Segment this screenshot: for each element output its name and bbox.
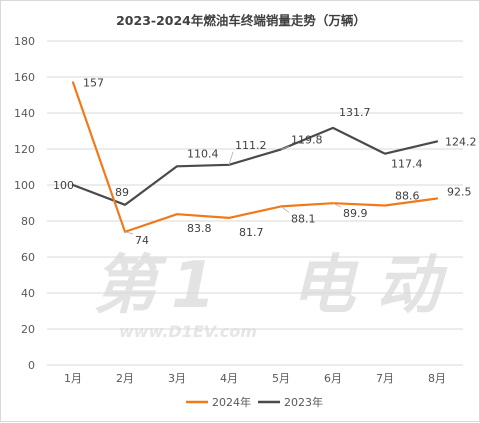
data-label-leader — [332, 202, 342, 208]
x-tick-label: 4月 — [220, 372, 238, 385]
watermark-glyph: 动 — [376, 249, 448, 323]
y-tick-label: 140 — [14, 107, 35, 120]
watermark-url: www.D1EV.com — [119, 322, 257, 341]
legend: 2024年 2023年 — [186, 395, 323, 409]
data-label-leader — [280, 145, 290, 150]
watermark: 第 1 电动 www.D1EV.com — [93, 249, 448, 341]
data-label: 111.2 — [235, 139, 267, 152]
y-axis: 0 20 40 60 80 100 120 140 160 180 — [14, 35, 35, 372]
y-tick-label: 40 — [21, 287, 35, 300]
series-line-2023 — [71, 126, 439, 206]
series-lines — [71, 81, 439, 233]
watermark-glyph: 1 — [171, 249, 216, 323]
data-label: 124.2 — [445, 135, 477, 148]
data-label: 74 — [135, 234, 149, 247]
x-tick-label: 1月 — [64, 372, 82, 385]
grid-lines — [47, 40, 463, 366]
data-label: 88.1 — [291, 212, 316, 225]
x-tick-label: 6月 — [324, 372, 342, 385]
x-tick-label: 8月 — [428, 372, 446, 385]
data-label: 89 — [115, 186, 129, 199]
y-tick-label: 100 — [14, 179, 35, 192]
y-tick-label: 60 — [21, 251, 35, 264]
data-label: 110.4 — [187, 147, 219, 160]
legend-label: 2024年 — [212, 395, 251, 409]
x-tick-label: 7月 — [376, 372, 394, 385]
data-label-leader — [228, 151, 234, 165]
y-tick-label: 120 — [14, 143, 35, 156]
data-label-leader — [280, 206, 290, 213]
x-tick-label: 5月 — [272, 372, 290, 385]
data-label: 100 — [53, 179, 74, 192]
watermark-glyph: 电 — [291, 249, 359, 323]
x-tick-label: 2月 — [116, 372, 134, 385]
y-tick-label: 180 — [14, 35, 35, 48]
y-tick-label: 0 — [28, 359, 35, 372]
data-label: 117.4 — [391, 158, 423, 171]
y-tick-label: 20 — [21, 323, 35, 336]
data-label: 157 — [83, 76, 104, 89]
data-label: 92.5 — [447, 186, 472, 199]
x-axis: 1月 2月 3月 4月 5月 6月 7月 8月 — [64, 372, 446, 385]
data-label-leader — [124, 231, 134, 235]
x-tick-label: 3月 — [168, 372, 186, 385]
data-label: 81.7 — [239, 226, 264, 239]
data-label: 88.6 — [395, 190, 420, 203]
series-line-2024 — [71, 81, 439, 233]
data-label: 131.7 — [339, 106, 371, 119]
legend-label: 2023年 — [284, 395, 323, 409]
data-label: 89.9 — [343, 207, 368, 220]
y-tick-label: 160 — [14, 71, 35, 84]
data-labels: 157 74 83.8 81.7 88.1 89.9 88.6 92.5 100 89 110.4 1… — [53, 76, 477, 246]
watermark-glyph: 第 — [93, 249, 167, 323]
y-tick-label: 80 — [21, 215, 35, 228]
chart-title: 2023-2024年燃油车终端销量走势（万辆） — [116, 13, 366, 28]
data-label: 83.8 — [187, 222, 212, 235]
data-label: 119.8 — [291, 133, 323, 146]
